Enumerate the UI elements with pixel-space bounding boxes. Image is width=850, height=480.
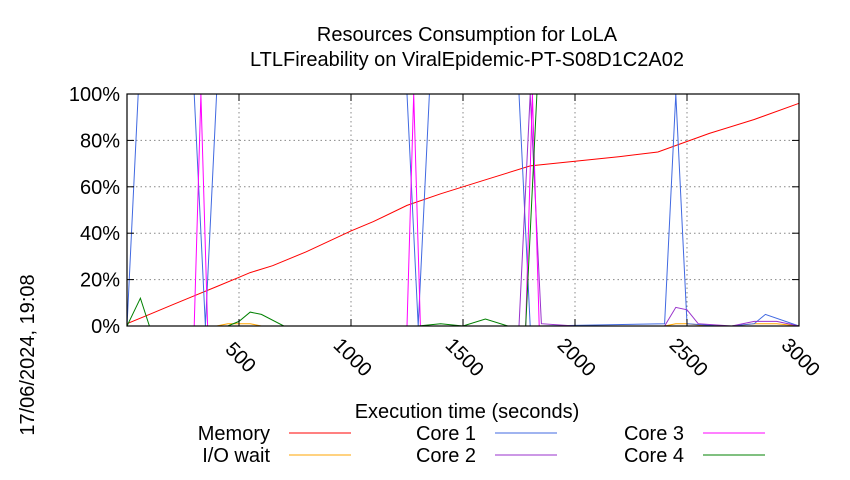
series-line-core-2 — [127, 93, 800, 327]
series-line-core-3 — [127, 93, 799, 327]
series-lines — [126, 93, 800, 327]
legend-label-core-4: Core 4 — [624, 445, 684, 467]
series-line-core-1 — [126, 93, 800, 327]
legend-label-core-1: Core 1 — [416, 423, 476, 445]
y-axis: 0% 20% 40% 60% 80% 100% — [69, 84, 799, 338]
legend-label-memory: Memory — [198, 423, 270, 445]
legend-label-core-3: Core 3 — [624, 423, 684, 445]
y-tick-label: 0% — [91, 316, 120, 338]
legend-label-i-o-wait: I/O wait — [202, 445, 270, 467]
series-line-memory — [126, 102, 800, 325]
x-tick-label: 1000 — [329, 334, 376, 381]
chart-title-line-2: LTLFireability on ViralEpidemic-PT-S08D1… — [250, 49, 684, 71]
plot-frame — [126, 93, 800, 327]
y-tick-label: 80% — [80, 130, 120, 152]
x-axis-label: Execution time (seconds) — [355, 401, 580, 423]
x-tick-label: 2000 — [553, 334, 600, 381]
y-tick-label: 40% — [80, 223, 120, 245]
legend-label-core-2: Core 2 — [416, 445, 476, 467]
chart-title-line-1: Resources Consumption for LoLA — [317, 24, 618, 46]
y-tick-label: 60% — [80, 177, 120, 199]
grid-lines — [127, 94, 799, 326]
x-tick-label: 500 — [221, 338, 260, 377]
x-tick-label: 1500 — [441, 334, 488, 381]
timestamp-label: 17/06/2024, 19:08 — [17, 274, 39, 435]
x-axis: 500 1000 1500 2000 2500 3000 — [221, 94, 824, 381]
x-tick-label: 3000 — [777, 334, 824, 381]
series-line-core-4 — [126, 93, 799, 327]
y-tick-label: 100% — [69, 84, 120, 106]
y-tick-label: 20% — [80, 270, 120, 292]
x-tick-label: 2500 — [665, 334, 712, 381]
